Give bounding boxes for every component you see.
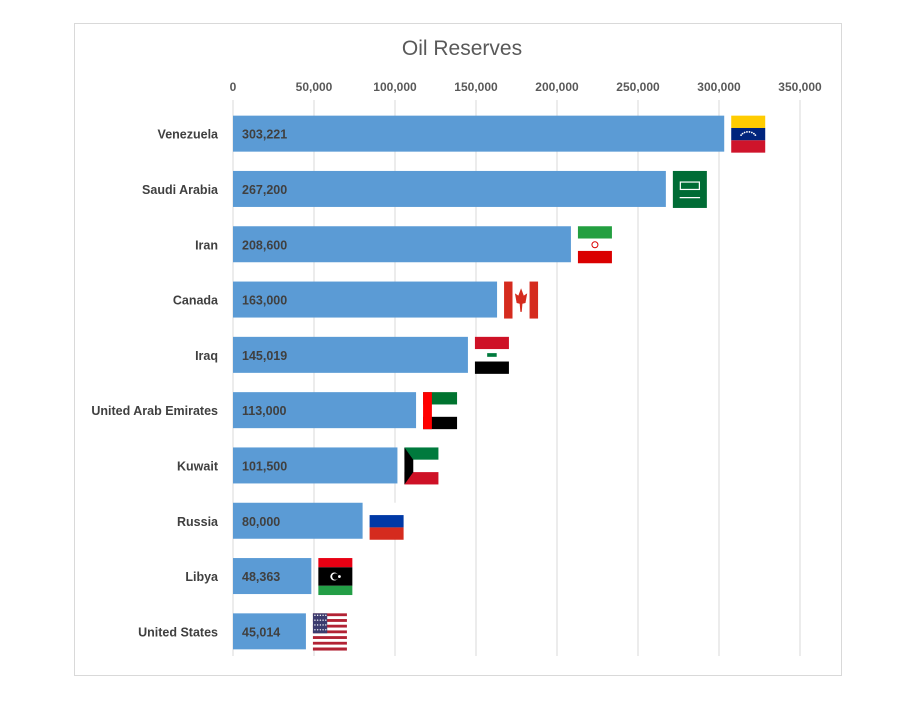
bar	[233, 447, 398, 484]
x-tick-label: 350,000	[778, 80, 822, 94]
usa-flag	[312, 613, 347, 651]
category-label: Russia	[177, 515, 219, 529]
bar	[233, 392, 417, 429]
data-label: 48,363	[242, 570, 280, 584]
bar	[233, 226, 571, 263]
category-label: United States	[138, 625, 218, 639]
x-tick-label: 300,000	[697, 80, 741, 94]
x-tick-label: 0	[230, 80, 237, 94]
venezuela-flag	[731, 115, 766, 153]
category-label: Venezuela	[158, 128, 219, 142]
x-tick-label: 150,000	[454, 80, 498, 94]
bar	[233, 558, 312, 595]
category-label: United Arab Emirates	[91, 404, 218, 418]
saudi-arabia-flag	[672, 170, 707, 208]
data-label: 163,000	[242, 294, 287, 308]
iran-flag	[577, 226, 612, 264]
russia-flag	[369, 502, 404, 540]
x-tick-label: 50,000	[296, 80, 333, 94]
libya-flag	[318, 558, 353, 596]
bar	[233, 281, 498, 318]
category-label: Kuwait	[177, 459, 219, 473]
data-label: 145,019	[242, 349, 287, 363]
iraq-flag	[474, 336, 509, 374]
bar	[233, 613, 306, 650]
category-label: Canada	[173, 294, 219, 308]
data-label: 80,000	[242, 515, 280, 529]
x-tick-label: 100,000	[373, 80, 417, 94]
category-label: Iraq	[195, 349, 218, 363]
data-label: 267,200	[242, 183, 287, 197]
data-label: 101,500	[242, 459, 287, 473]
category-label: Saudi Arabia	[142, 183, 219, 197]
data-label: 303,221	[242, 128, 287, 142]
category-label: Iran	[195, 238, 218, 252]
bar	[233, 502, 363, 539]
data-label: 45,014	[242, 625, 280, 639]
bar	[233, 336, 468, 373]
uae-flag	[423, 392, 458, 430]
chart-title: Oil Reserves	[401, 37, 523, 60]
bar	[233, 115, 725, 152]
x-tick-label: 200,000	[535, 80, 579, 94]
data-label: 113,000	[242, 404, 287, 418]
x-tick-label: 250,000	[616, 80, 660, 94]
data-label: 208,600	[242, 238, 287, 252]
canada-flag	[504, 281, 539, 319]
kuwait-flag	[404, 447, 439, 485]
bar	[233, 170, 666, 207]
category-label: Libya	[185, 570, 219, 584]
